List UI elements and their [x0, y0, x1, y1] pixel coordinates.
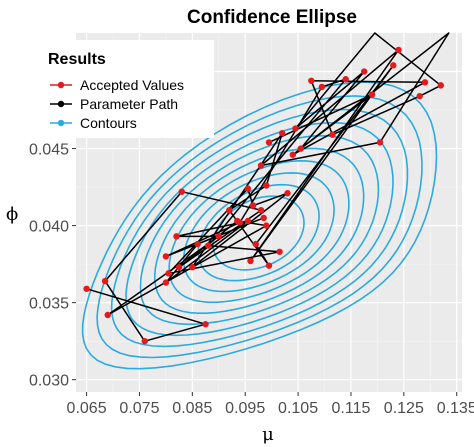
accepted-value-point	[83, 285, 90, 292]
accepted-value-point	[194, 240, 201, 248]
accepted-value-point	[276, 248, 283, 255]
accepted-value-point	[329, 131, 336, 138]
accepted-value-point	[342, 76, 349, 83]
accepted-value-point	[247, 257, 254, 265]
legend-key-point	[57, 119, 65, 127]
accepted-value-point	[360, 68, 368, 75]
accepted-value-point	[165, 270, 172, 277]
accepted-value-point	[162, 253, 170, 260]
accepted-value-point	[297, 145, 304, 152]
accepted-value-point	[244, 185, 252, 192]
accepted-value-point	[279, 129, 286, 137]
accepted-value-point	[236, 219, 244, 226]
accepted-value-point	[257, 206, 265, 214]
y-tick-label: 0.035	[29, 296, 69, 313]
accepted-value-point	[162, 279, 170, 286]
accepted-value-point	[141, 337, 148, 345]
accepted-value-point	[101, 277, 109, 285]
contour-line	[125, 121, 394, 337]
contour-line	[96, 95, 423, 359]
accepted-value-point	[308, 77, 315, 84]
accepted-value-point	[178, 188, 185, 195]
accepted-value-point	[263, 222, 270, 229]
accepted-value-point	[173, 233, 180, 240]
x-tick-label: 0.065	[67, 400, 107, 417]
legend-key-point	[57, 100, 65, 108]
x-tick-label: 0.105	[278, 400, 318, 417]
x-axis-label: μ	[262, 424, 274, 445]
accepted-value-point	[416, 92, 423, 100]
accepted-value-point	[249, 202, 257, 209]
accepted-value-point	[368, 91, 376, 98]
legend-entry-label: Parameter Path	[80, 96, 178, 112]
accepted-value-point	[421, 79, 429, 86]
legend-entry-label: Contours	[80, 115, 137, 131]
accepted-value-point	[263, 182, 270, 189]
y-tick-label: 0.030	[29, 373, 69, 390]
x-tick-label: 0.075	[119, 400, 159, 417]
accepted-value-point	[252, 240, 259, 248]
accepted-value-point	[395, 46, 402, 54]
x-tick-label: 0.095	[225, 400, 265, 417]
legend-key-point	[57, 81, 65, 89]
x-tick-label: 0.125	[384, 400, 424, 417]
x-tick-label: 0.135	[437, 400, 474, 417]
accepted-value-point	[289, 151, 296, 158]
accepted-value-point	[376, 139, 384, 146]
legend-entry-label: Accepted Values	[80, 77, 184, 93]
x-tick-label: 0.085	[172, 400, 212, 417]
accepted-value-point	[390, 62, 397, 69]
accepted-value-point	[189, 263, 196, 271]
y-axis-label: ϕ	[6, 204, 18, 225]
accepted-value-point	[257, 162, 265, 169]
legend-box	[40, 40, 214, 138]
accepted-value-point	[204, 242, 212, 249]
contour-line	[212, 195, 305, 271]
accepted-value-point	[292, 125, 299, 132]
accepted-value-point	[265, 139, 273, 146]
accepted-value-point	[260, 214, 267, 222]
accepted-value-point	[437, 82, 445, 89]
contour-line	[139, 134, 380, 326]
x-tick-label: 0.115	[332, 400, 371, 417]
contour-line	[182, 172, 335, 293]
parameter-path-line	[86, 32, 450, 342]
accepted-value-point	[226, 206, 233, 214]
plot-area: 0.065 0.075 0.085 0.095 0.105 0.115 0.125 0.135…	[29, 32, 474, 417]
accepted-value-point	[244, 217, 252, 225]
accepted-value-point	[104, 311, 111, 319]
y-tick-label: 0.040	[29, 219, 69, 236]
accepted-value-point	[284, 190, 291, 197]
accepted-value-point	[318, 83, 326, 91]
accepted-value-point	[175, 263, 183, 271]
y-tick-label: 0.045	[29, 142, 69, 159]
legend: Results Accepted Values Parameter Path Cont…	[40, 40, 214, 138]
legend-title: Results	[48, 51, 106, 68]
contour-line	[154, 147, 365, 315]
accepted-value-point	[215, 233, 222, 240]
accepted-value-point	[202, 321, 209, 328]
contour-line	[110, 108, 409, 348]
accepted-value-point	[265, 262, 273, 269]
contour-line	[81, 81, 438, 370]
chart-title: Confidence Ellipse	[187, 7, 357, 28]
